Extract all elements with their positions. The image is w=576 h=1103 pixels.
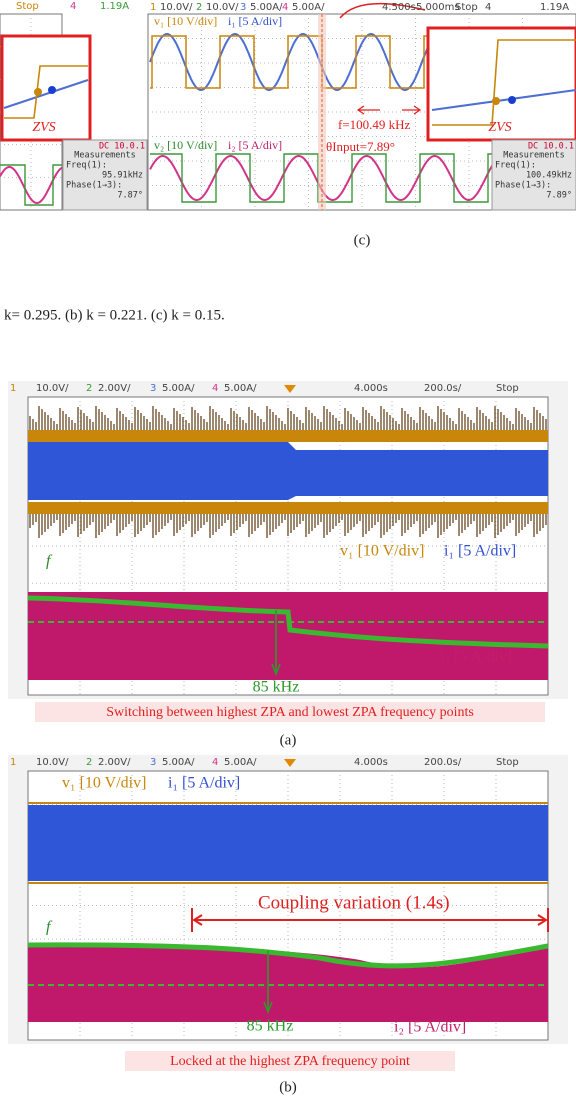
label: 2 bbox=[86, 383, 92, 394]
label: 200.0s/ bbox=[424, 757, 462, 768]
label: 5.00A/ bbox=[162, 383, 195, 394]
label: 10.0V/ bbox=[206, 2, 239, 13]
figure: (c) k= 0.295. (b) k = 0.221. (c) k = 0.1… bbox=[0, 0, 576, 1103]
label: θInput=7.89° bbox=[326, 139, 395, 154]
label: 100.49kHz bbox=[526, 171, 572, 181]
label: Freq(1): bbox=[495, 161, 536, 171]
label: 4 bbox=[212, 757, 218, 768]
label: Coupling variation (1.4s) bbox=[258, 892, 450, 913]
label: f=100.49 kHz bbox=[338, 117, 411, 132]
label: 5.00A/ bbox=[162, 757, 195, 768]
marker bbox=[34, 88, 42, 96]
label: 2.00V/ bbox=[98, 383, 131, 394]
label: Measurements bbox=[503, 151, 564, 161]
label: i₂ [5 A/div] bbox=[440, 649, 512, 666]
label: i₂ [5 A/div] bbox=[394, 1019, 466, 1036]
label: 4 bbox=[212, 383, 218, 394]
waveform bbox=[28, 805, 548, 881]
label: 10.0V/ bbox=[160, 2, 193, 13]
label: 85 kHz bbox=[253, 679, 300, 696]
label: ZVS bbox=[32, 120, 55, 135]
label: 5.00A/ bbox=[224, 757, 257, 768]
label: ZVS bbox=[488, 120, 511, 135]
label: Stop bbox=[496, 383, 519, 394]
waveform bbox=[28, 502, 548, 514]
marker bbox=[492, 97, 500, 105]
panel-label: (b) bbox=[279, 1079, 297, 1095]
label: 1 bbox=[10, 383, 16, 394]
marker bbox=[48, 86, 56, 94]
marker bbox=[508, 96, 516, 104]
label: 10.0V/ bbox=[36, 383, 69, 394]
label: 4 bbox=[70, 1, 76, 12]
label: v₁ [10 V/div] bbox=[154, 14, 217, 28]
label: 1 bbox=[10, 757, 16, 768]
label: 7.89° bbox=[546, 191, 572, 201]
label: 4.000s bbox=[354, 383, 388, 394]
panel-label: (a) bbox=[280, 732, 297, 748]
label: 7.87° bbox=[117, 191, 143, 201]
waveform bbox=[28, 592, 548, 680]
label: 2 bbox=[196, 2, 202, 13]
label: 3 bbox=[240, 2, 246, 13]
panel-label: (c) bbox=[354, 232, 371, 248]
label: i₁ [5 A/div] bbox=[168, 775, 240, 792]
label: 5.00A/ bbox=[292, 2, 325, 13]
label: 1.19A bbox=[100, 1, 129, 12]
caption: k= 0.295. (b) k = 0.221. (c) k = 0.15. bbox=[4, 307, 225, 323]
label: 4 bbox=[485, 2, 491, 13]
label: v₁ [10 V/div] bbox=[62, 775, 146, 792]
label: 10.0V/ bbox=[36, 757, 69, 768]
label: 4.000s bbox=[354, 757, 388, 768]
label: Locked at the highest ZPA frequency poin… bbox=[170, 1054, 410, 1069]
label: 95.91kHz bbox=[102, 171, 143, 181]
waveform bbox=[28, 442, 548, 500]
label: v₂ [10 V/div] bbox=[154, 138, 217, 152]
label: Stop bbox=[455, 2, 478, 13]
waveform bbox=[28, 430, 548, 442]
label: Phase(1→3): bbox=[66, 181, 122, 191]
label: i₁ [5 A/div] bbox=[228, 14, 282, 28]
label: 1.19A bbox=[540, 2, 569, 13]
label: Switching between highest ZPA and lowest… bbox=[106, 705, 474, 720]
label: 4 bbox=[282, 2, 288, 13]
label: Stop bbox=[16, 1, 39, 12]
label: v₁ [10 V/div] bbox=[340, 543, 424, 560]
label: 5.00A/ bbox=[250, 2, 283, 13]
label: i₁ [5 A/div] bbox=[444, 543, 516, 560]
label: 200.0s/ bbox=[424, 383, 462, 394]
label: 3 bbox=[150, 383, 156, 394]
label: 2 bbox=[86, 757, 92, 768]
page: {"panel_c": { "left": {"header": ["Stop"… bbox=[0, 0, 576, 1103]
label: 5.000ms bbox=[416, 2, 460, 13]
label: 4.500s bbox=[382, 2, 416, 13]
label: i₂ [5 A/div] bbox=[228, 138, 282, 152]
label: Phase(1→3): bbox=[495, 181, 551, 191]
label: 85 kHz bbox=[247, 1018, 294, 1035]
label: 5.00A/ bbox=[224, 383, 257, 394]
label: 1 bbox=[150, 2, 156, 13]
label: Measurements bbox=[74, 151, 135, 161]
label: Freq(1): bbox=[66, 161, 107, 171]
label: Stop bbox=[496, 757, 519, 768]
label: 2.00V/ bbox=[98, 757, 131, 768]
label: 3 bbox=[150, 757, 156, 768]
